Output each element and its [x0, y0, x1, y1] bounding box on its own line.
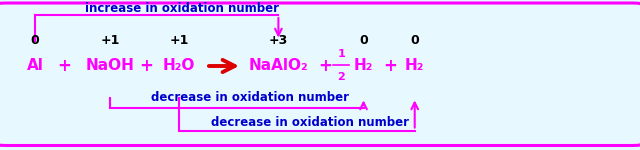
Text: 1: 1	[337, 49, 345, 59]
Text: +1: +1	[100, 34, 120, 47]
Text: +3: +3	[269, 34, 288, 47]
Text: +1: +1	[170, 34, 189, 47]
Text: +: +	[139, 57, 153, 75]
Text: NaAlO₂: NaAlO₂	[248, 58, 308, 74]
Text: 0: 0	[31, 34, 40, 47]
Text: Al: Al	[27, 58, 44, 74]
Text: 0: 0	[410, 34, 419, 47]
Text: 2: 2	[337, 72, 345, 81]
Text: increase in oxidation number: increase in oxidation number	[85, 3, 280, 15]
Text: NaOH: NaOH	[86, 58, 134, 74]
Text: +: +	[57, 57, 71, 75]
Text: +: +	[383, 57, 397, 75]
Text: decrease in oxidation number: decrease in oxidation number	[150, 91, 349, 104]
Text: +: +	[318, 57, 332, 75]
Text: H₂O: H₂O	[163, 58, 195, 74]
Text: H₂: H₂	[405, 58, 424, 74]
Text: 0: 0	[359, 34, 368, 47]
Text: decrease in oxidation number: decrease in oxidation number	[211, 117, 409, 129]
FancyBboxPatch shape	[0, 3, 640, 146]
Text: H₂: H₂	[354, 58, 373, 74]
